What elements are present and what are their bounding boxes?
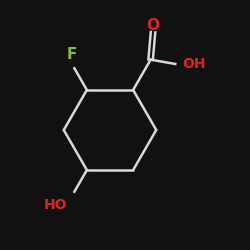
Text: OH: OH (183, 57, 206, 71)
Text: O: O (146, 18, 160, 34)
Text: F: F (67, 47, 77, 62)
Text: HO: HO (43, 198, 67, 212)
